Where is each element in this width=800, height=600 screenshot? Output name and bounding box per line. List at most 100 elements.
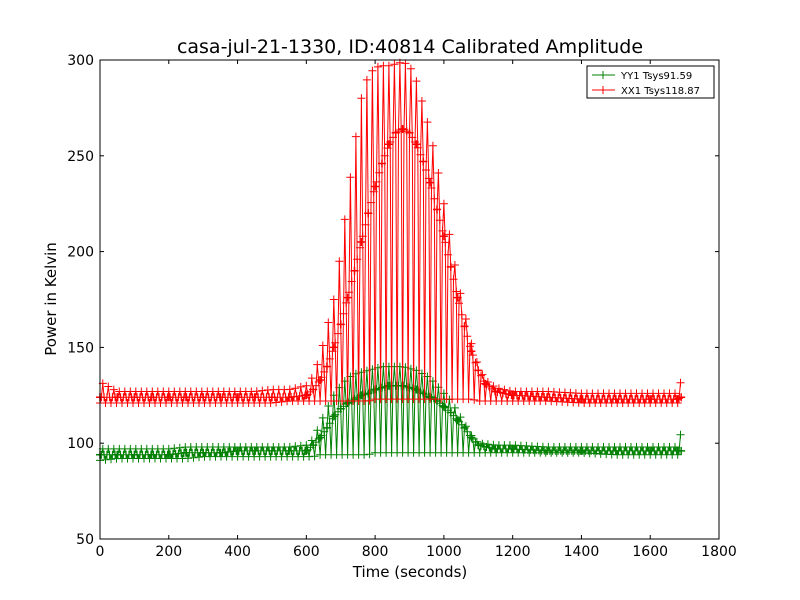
data-point	[309, 385, 318, 394]
series-1	[96, 58, 686, 407]
data-point	[577, 446, 586, 455]
data-point	[343, 293, 352, 302]
data-point	[491, 387, 500, 396]
data-point	[412, 140, 421, 149]
data-point	[543, 446, 552, 455]
data-point	[336, 320, 345, 329]
data-point	[446, 408, 455, 417]
plot-frame	[99, 59, 720, 540]
y-axis-label: Power in Kelvin	[42, 242, 60, 356]
x-axis-label: Time (seconds)	[352, 563, 468, 581]
y-tick-label: 50	[76, 532, 94, 548]
legend-marker	[599, 86, 607, 94]
data-point	[474, 441, 483, 450]
data-point	[147, 393, 156, 402]
data-point	[433, 397, 442, 406]
data-point	[130, 450, 139, 459]
data-point	[398, 124, 407, 133]
y-tick-label: 150	[67, 340, 94, 356]
x-tick-label: 1600	[632, 544, 668, 560]
data-point	[377, 159, 386, 168]
x-tick-label: 600	[293, 544, 320, 560]
x-tick-label: 1400	[564, 544, 600, 560]
y-tick-label: 100	[67, 436, 94, 452]
data-point	[405, 128, 414, 137]
data-point	[267, 393, 276, 402]
data-point	[147, 450, 156, 459]
legend-marker	[599, 71, 607, 79]
data-point	[216, 393, 225, 402]
x-tick-label: 0	[96, 544, 105, 560]
data-point	[419, 157, 428, 166]
data-point	[164, 393, 173, 402]
data-point	[460, 322, 469, 331]
data-point	[646, 395, 655, 404]
data-point	[377, 383, 386, 392]
data-point	[350, 266, 359, 275]
data-point	[646, 446, 655, 455]
data-point	[350, 395, 359, 404]
data-point	[316, 375, 325, 384]
y-axis: 50 100 150 200 250 300	[67, 53, 719, 548]
x-tick-label: 800	[362, 544, 389, 560]
x-tick-label: 1800	[701, 544, 737, 560]
data-point	[364, 209, 373, 218]
legend-box	[586, 65, 715, 99]
data-point	[611, 446, 620, 455]
data-point	[285, 446, 294, 455]
data-point	[357, 238, 366, 247]
data-point	[446, 262, 455, 271]
plot-marks	[96, 58, 686, 465]
data-point	[316, 433, 325, 442]
data-point	[113, 450, 122, 459]
data-point	[391, 381, 400, 390]
data-point	[419, 389, 428, 398]
data-point	[453, 416, 462, 425]
data-point	[677, 393, 686, 402]
legend: YY1 Tsys91.59 XX1 Tsys118.87	[586, 65, 715, 99]
x-tick-label: 1000	[426, 544, 462, 560]
data-point	[371, 182, 380, 191]
data-point	[329, 412, 338, 421]
data-point	[508, 444, 517, 453]
data-point	[439, 232, 448, 241]
data-point	[302, 391, 311, 400]
data-point	[322, 423, 331, 432]
data-point	[405, 383, 414, 392]
data-point	[250, 393, 259, 402]
series-0	[96, 362, 686, 465]
data-point	[336, 404, 345, 413]
data-point	[364, 389, 373, 398]
chart-title: casa-jul-21-1330, ID:40814 Calibrated Am…	[177, 36, 643, 58]
data-point	[164, 450, 173, 459]
data-point	[216, 448, 225, 457]
data-point	[285, 393, 294, 402]
data-point	[199, 393, 208, 402]
data-point	[384, 140, 393, 149]
data-point	[426, 178, 435, 187]
data-point	[577, 395, 586, 404]
data-point	[439, 402, 448, 411]
data-point	[433, 205, 442, 214]
data-point	[491, 444, 500, 453]
data-point	[329, 343, 338, 352]
data-point	[199, 448, 208, 457]
data-point	[267, 446, 276, 455]
data-point	[467, 347, 476, 356]
data-point	[309, 441, 318, 450]
x-axis: 0 200 400 600 800 1000 1200 1400 1600 1800	[96, 60, 737, 560]
data-point	[130, 393, 139, 402]
data-point	[474, 366, 483, 375]
data-point	[181, 393, 190, 402]
legend-label: YY1 Tsys91.59	[620, 71, 692, 82]
data-point	[250, 446, 259, 455]
data-point	[677, 446, 686, 455]
x-tick-label: 200	[155, 544, 182, 560]
data-point	[543, 393, 552, 402]
data-point	[391, 128, 400, 137]
data-point	[467, 433, 476, 442]
data-point	[508, 391, 517, 400]
data-point	[322, 362, 331, 371]
